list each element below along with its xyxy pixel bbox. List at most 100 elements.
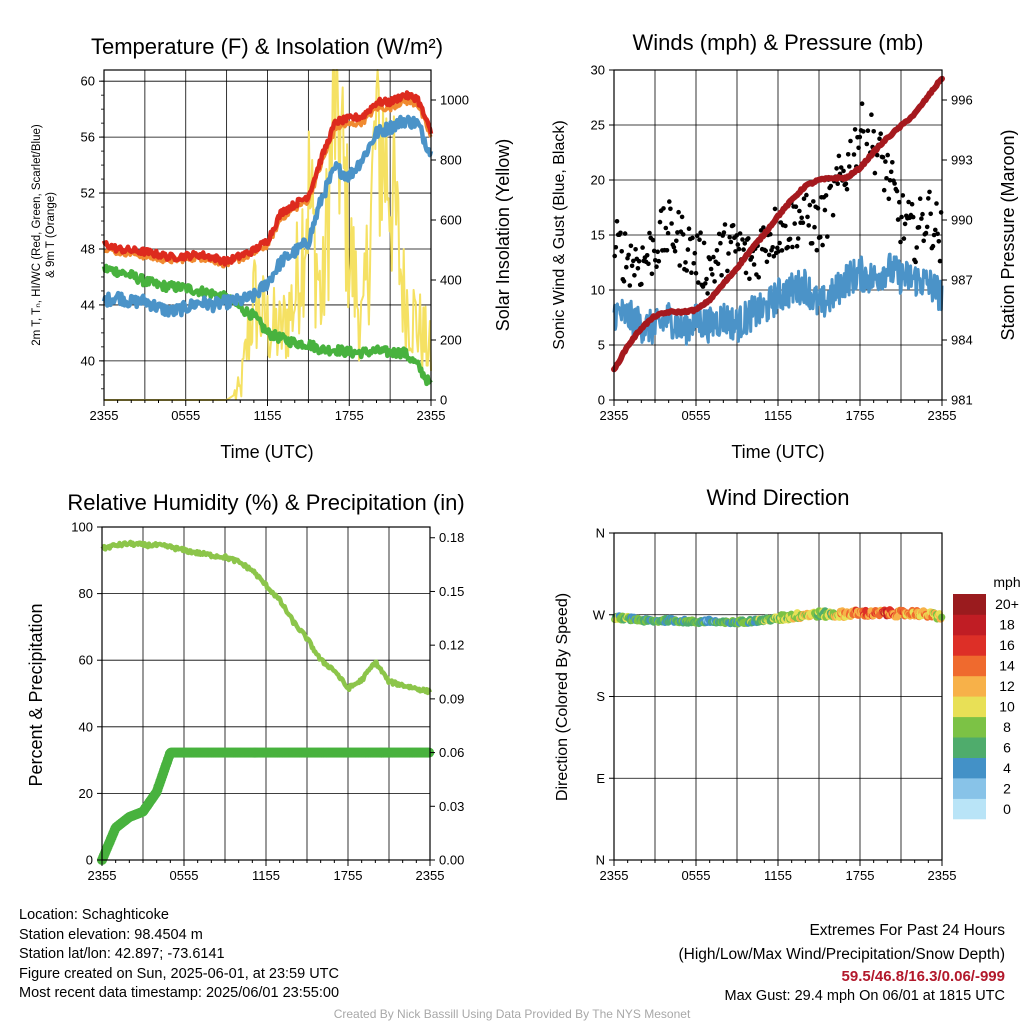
direction-title: Wind Direction <box>706 485 849 510</box>
humidity-xtick-label: 1155 <box>252 868 280 883</box>
temperature-ylabel-right: Solar Insolation (Yellow) <box>493 139 513 331</box>
gust-point <box>707 256 713 262</box>
gust-point <box>633 247 638 252</box>
temperature-title: Temperature (F) & Insolation (W/m²) <box>91 34 443 59</box>
temperature-y2tick-label: 800 <box>440 153 462 168</box>
humidity-y2tick-label: 0.15 <box>439 584 464 599</box>
gust-point <box>841 168 846 174</box>
gust-point <box>647 230 652 236</box>
direction-xtick-label: 1155 <box>764 868 792 883</box>
gust-point <box>693 270 699 276</box>
temperature-panel: Temperature (F) & Insolation (W/m²) 2355… <box>31 34 513 462</box>
temperature-y2tick-label: 200 <box>440 333 462 348</box>
humidity-y2tick-label: 0.18 <box>439 530 464 545</box>
direction-ytick-label: W <box>593 607 606 622</box>
humidity-line <box>100 539 433 696</box>
winds-xtick-label: 1155 <box>764 408 792 423</box>
temperature-ytick-label: 44 <box>81 297 95 312</box>
gust-point <box>935 231 940 237</box>
temp-2m-line <box>101 90 434 267</box>
colorbar-swatch <box>953 655 986 677</box>
gust-point <box>917 196 923 201</box>
gust-point <box>736 246 742 252</box>
winds-y2tick-label: 996 <box>951 93 973 108</box>
gust-point <box>881 187 887 193</box>
gust-point <box>913 259 918 265</box>
winds-ytick-label: 15 <box>591 228 605 243</box>
direction-xtick-label: 1755 <box>846 868 875 883</box>
gust-point <box>777 240 782 246</box>
gust-point <box>663 225 669 231</box>
gust-point <box>830 212 836 218</box>
gust-point <box>871 129 876 134</box>
gust-point <box>797 208 802 214</box>
gust-point <box>887 178 893 183</box>
gust-point <box>930 243 936 249</box>
gust-point <box>734 233 739 238</box>
gust-point <box>639 281 644 287</box>
direction-left-ticks: N E S W N <box>593 526 614 868</box>
created-text: Figure created on Sun, 2025-06-01, at 23… <box>19 965 339 982</box>
winds-y2tick-label: 984 <box>951 333 973 348</box>
gust-point <box>626 252 631 258</box>
gust-point <box>654 264 659 270</box>
temperature-xtick-label: 1155 <box>254 408 282 423</box>
gust-point <box>705 291 710 296</box>
gust-point <box>898 239 903 245</box>
gust-point <box>921 238 926 244</box>
gust-point <box>883 159 888 164</box>
gust-point <box>664 248 670 253</box>
humidity-y2tick-label: 0.09 <box>439 691 464 706</box>
gust-point <box>835 181 840 186</box>
colorbar-label: 8 <box>1003 719 1011 735</box>
gust-point <box>906 199 911 205</box>
colorbar-swatch <box>953 778 986 799</box>
location-text: Location: Schaghticoke <box>19 907 169 923</box>
gust-point <box>890 160 895 165</box>
colorbar-label: 4 <box>1003 760 1011 776</box>
gust-point <box>845 152 851 157</box>
pressure-line <box>611 75 945 373</box>
gust-point <box>892 181 897 186</box>
winds-ytick-label: 0 <box>598 393 605 408</box>
gust-point <box>761 225 766 230</box>
humidity-y2tick-label: 0.12 <box>439 638 464 653</box>
temperature-x-ticks: 2355 0555 1155 1755 2355 <box>90 400 445 423</box>
gust-point <box>684 268 689 273</box>
gust-point <box>677 263 682 268</box>
gust-point <box>818 234 823 240</box>
gust-point <box>712 279 717 284</box>
gust-point <box>865 128 871 133</box>
gust-point <box>888 169 894 175</box>
gust-point <box>869 112 874 117</box>
max-gust-text: Max Gust: 29.4 mph On 06/01 at 1815 UTC <box>724 988 1005 1004</box>
gust-point <box>675 230 680 235</box>
gust-point <box>916 225 922 230</box>
gust-point <box>747 276 752 282</box>
gust-point <box>661 206 666 211</box>
winds-xlabel: Time (UTC) <box>731 442 824 462</box>
gust-point <box>715 261 721 267</box>
gust-point <box>683 260 688 265</box>
gust-point <box>721 230 727 235</box>
gust-point <box>771 253 777 259</box>
gust-point <box>622 231 628 236</box>
recent-text: Most recent data timestamp: 2025/06/01 2… <box>19 985 340 1001</box>
direction-xtick-label: 0555 <box>682 868 711 883</box>
colorbar-swatch <box>953 798 986 820</box>
gust-point <box>743 270 749 276</box>
gust-point <box>746 236 751 241</box>
gust-point <box>742 241 748 246</box>
gust-point <box>692 250 698 256</box>
gust-point <box>811 199 816 204</box>
gust-point <box>708 266 714 272</box>
gust-point <box>844 186 850 192</box>
gust-point <box>852 127 858 132</box>
gust-point <box>776 249 781 254</box>
gust-point <box>751 262 757 267</box>
gust-point <box>718 240 723 246</box>
humidity-x-ticks: 2355 0555 1155 1755 2355 <box>88 860 444 883</box>
gust-point <box>656 258 662 264</box>
precip-point <box>424 747 435 758</box>
gust-point <box>756 275 761 280</box>
